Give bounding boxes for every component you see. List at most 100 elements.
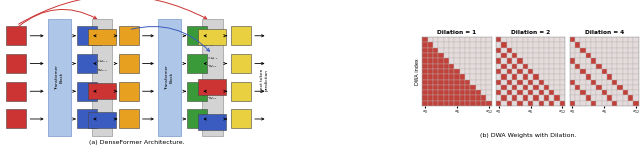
Bar	[422, 64, 428, 69]
Bar	[481, 64, 486, 69]
Bar	[591, 69, 596, 74]
Bar	[591, 95, 596, 101]
Bar	[198, 114, 226, 130]
Bar	[444, 53, 449, 58]
Bar	[618, 90, 623, 95]
Bar	[623, 80, 628, 85]
Bar	[486, 85, 492, 90]
Bar	[428, 37, 433, 42]
Bar	[444, 64, 449, 69]
Bar	[433, 64, 438, 69]
Bar	[612, 69, 618, 74]
Bar	[523, 37, 528, 42]
Bar	[602, 48, 607, 53]
Bar	[602, 74, 607, 80]
Bar	[591, 58, 596, 64]
Bar	[602, 69, 607, 74]
Bar	[88, 83, 116, 99]
Title: Dilation = 4: Dilation = 4	[584, 30, 624, 35]
Bar	[575, 95, 580, 101]
Text: Transformer
Block: Transformer Block	[165, 65, 174, 90]
Bar	[580, 74, 586, 80]
Bar	[596, 42, 602, 48]
Bar	[444, 74, 449, 80]
Bar	[612, 48, 618, 53]
Bar	[523, 48, 528, 53]
Bar	[438, 37, 444, 42]
Bar	[570, 85, 575, 90]
Bar	[517, 48, 523, 53]
Bar	[528, 42, 533, 48]
Bar	[517, 80, 523, 85]
Bar	[549, 80, 554, 85]
Bar	[618, 48, 623, 53]
Bar	[454, 69, 460, 74]
Bar	[188, 82, 207, 101]
Bar	[433, 53, 438, 58]
Bar	[460, 48, 465, 53]
Bar	[470, 90, 476, 95]
Bar	[460, 37, 465, 42]
Bar	[422, 85, 428, 90]
Bar	[586, 90, 591, 95]
Bar	[623, 64, 628, 69]
Bar	[618, 80, 623, 85]
Bar	[560, 58, 565, 64]
Bar	[486, 37, 492, 42]
Text: $+\omega_{0,2}$: $+\omega_{0,2}$	[207, 62, 218, 70]
Bar	[570, 69, 575, 74]
Bar	[554, 74, 560, 80]
Bar	[449, 80, 454, 85]
Bar	[454, 80, 460, 85]
Text: $=\!\omega_{1,2}$: $=\!\omega_{1,2}$	[207, 55, 218, 62]
Bar	[528, 37, 533, 42]
Bar	[507, 48, 512, 53]
Bar	[476, 85, 481, 90]
Bar	[544, 48, 549, 53]
Bar	[188, 26, 207, 45]
Bar	[612, 85, 618, 90]
Bar	[501, 74, 507, 80]
Bar	[460, 58, 465, 64]
Bar	[512, 80, 517, 85]
Bar	[422, 95, 428, 101]
Bar	[438, 74, 444, 80]
Bar	[554, 53, 560, 58]
Bar	[560, 80, 565, 85]
Bar	[476, 69, 481, 74]
Bar	[517, 101, 523, 106]
Bar	[77, 26, 97, 45]
Bar	[538, 80, 544, 85]
Bar	[470, 37, 476, 42]
Bar	[476, 64, 481, 69]
Bar	[476, 80, 481, 85]
Bar	[549, 90, 554, 95]
Bar	[523, 69, 528, 74]
Bar	[496, 95, 501, 101]
Bar	[460, 53, 465, 58]
Bar	[602, 101, 607, 106]
Bar	[517, 42, 523, 48]
Bar	[570, 58, 575, 64]
Bar	[428, 64, 433, 69]
Bar	[591, 53, 596, 58]
Bar	[6, 110, 26, 128]
Bar	[444, 85, 449, 90]
Bar	[528, 53, 533, 58]
Bar	[586, 42, 591, 48]
Bar	[454, 48, 460, 53]
Bar	[433, 48, 438, 53]
Bar	[586, 64, 591, 69]
Bar	[454, 90, 460, 95]
Bar	[628, 48, 634, 53]
Text: DWA: DWA	[100, 35, 104, 45]
Bar	[476, 53, 481, 58]
Bar	[523, 95, 528, 101]
Bar	[554, 85, 560, 90]
Bar	[570, 48, 575, 53]
Bar	[523, 42, 528, 48]
Bar	[544, 37, 549, 42]
Text: (a) DenseFormer Architecture.: (a) DenseFormer Architecture.	[90, 140, 185, 145]
Bar	[481, 58, 486, 64]
Bar	[580, 53, 586, 58]
